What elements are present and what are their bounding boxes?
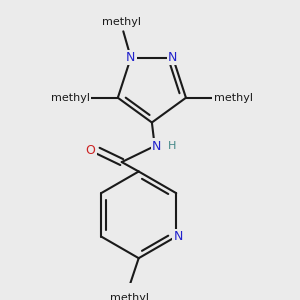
Text: methyl: methyl <box>110 293 149 300</box>
Text: N: N <box>173 230 183 243</box>
Text: methyl: methyl <box>51 93 90 103</box>
Text: O: O <box>86 144 96 157</box>
Text: N: N <box>126 51 136 64</box>
Text: H: H <box>168 141 176 151</box>
Text: methyl: methyl <box>214 93 253 103</box>
Text: N: N <box>168 51 178 64</box>
Text: N: N <box>152 140 161 153</box>
Text: methyl: methyl <box>102 17 141 27</box>
